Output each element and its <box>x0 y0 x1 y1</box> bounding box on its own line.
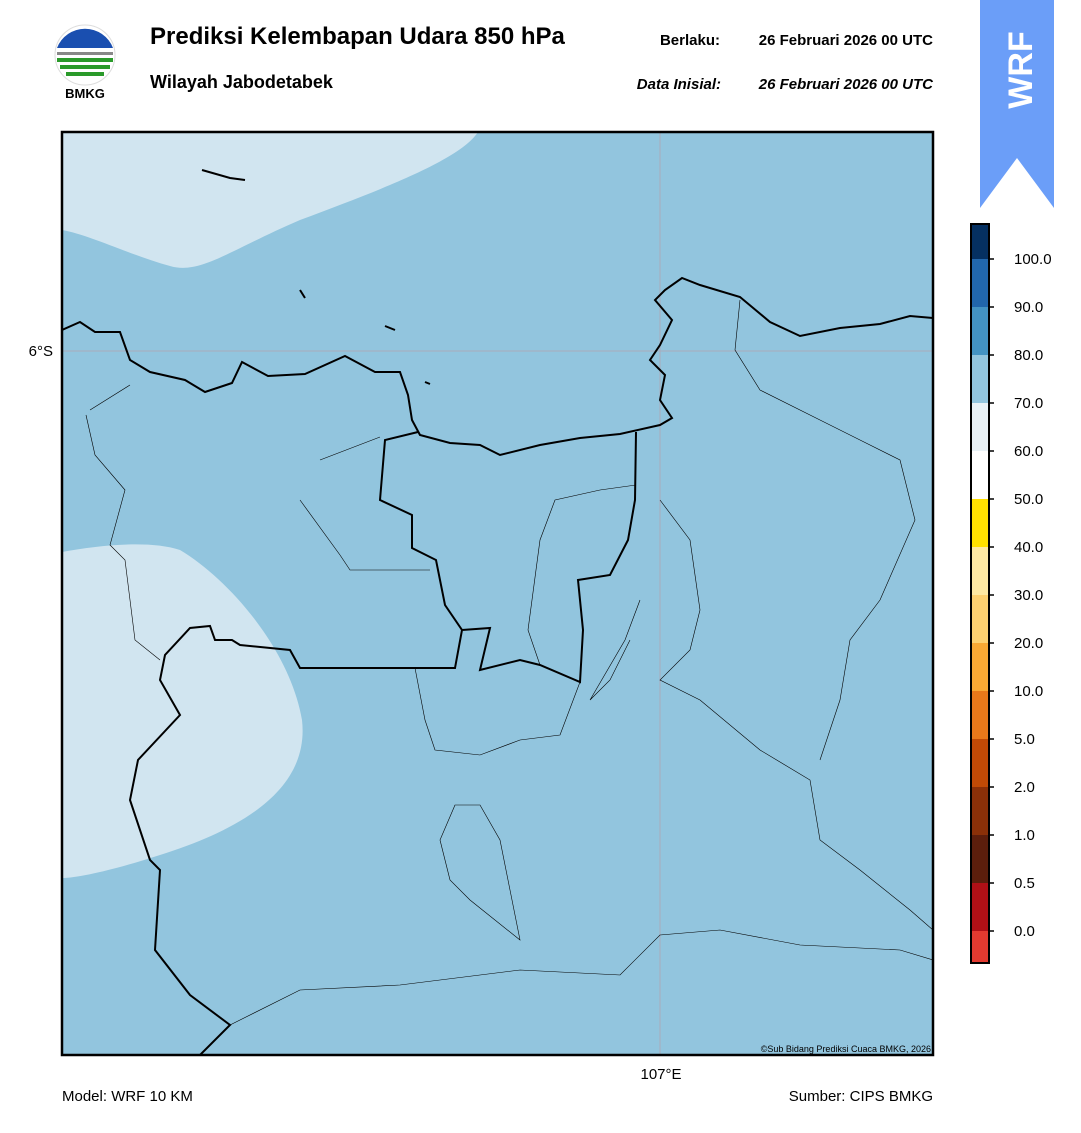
colorbar-segment <box>971 787 989 835</box>
colorbar-segment <box>971 403 989 451</box>
valid-label: Berlaku: <box>660 32 720 49</box>
colorbar-segment <box>971 643 989 691</box>
colorbar-segment <box>971 355 989 403</box>
credit: ©Sub Bidang Prediksi Cuaca BMKG, 2026 <box>761 1044 931 1054</box>
colorbar-label: 20.0 <box>1014 635 1043 652</box>
colorbar-segment <box>971 224 989 259</box>
colorbar-label: 100.0 <box>1014 251 1052 268</box>
badge-text: WRF <box>1002 31 1040 108</box>
colorbar-label: 1.0 <box>1014 827 1035 844</box>
colorbar-label: 0.5 <box>1014 875 1035 892</box>
colorbar-segment <box>971 259 989 307</box>
model: Model: WRF 10 KM <box>62 1088 193 1105</box>
title: Prediksi Kelembapan Udara 850 hPa <box>150 23 566 50</box>
subtitle: Wilayah Jabodetabek <box>150 72 334 92</box>
logo: BMKG <box>54 24 116 101</box>
init-time: 26 Februari 2026 00 UTC <box>758 76 934 93</box>
colorbar-segment <box>971 739 989 787</box>
source: Sumber: CIPS BMKG <box>789 1088 933 1105</box>
colorbar-label: 10.0 <box>1014 683 1043 700</box>
colorbar-segment <box>971 835 989 883</box>
colorbar-segment <box>971 931 989 963</box>
colorbar-label: 70.0 <box>1014 395 1043 412</box>
map: ©Sub Bidang Prediksi Cuaca BMKG, 2026 6°… <box>29 130 935 1083</box>
colorbar: 0.0 0.5 1.0 2.0 5.0 10.0 20.0 30.0 40.0 50.0 60.0 7… <box>970 223 1052 964</box>
colorbar-segment <box>971 691 989 739</box>
init-label: Data Inisial: <box>637 76 721 93</box>
valid-time: 26 Februari 2026 00 UTC <box>759 32 933 49</box>
colorbar-label: 80.0 <box>1014 347 1043 364</box>
colorbar-segment <box>971 451 989 499</box>
lat-label: 6°S <box>29 343 53 360</box>
colorbar-label: 30.0 <box>1014 587 1043 604</box>
lon-label: 107°E <box>640 1066 681 1083</box>
badge: WRF <box>980 0 1054 208</box>
colorbar-label: 50.0 <box>1014 491 1043 508</box>
colorbar-label: 5.0 <box>1014 731 1035 748</box>
colorbar-frame <box>970 223 990 964</box>
colorbar-segment <box>971 547 989 595</box>
logo-text: BMKG <box>65 86 105 101</box>
colorbar-segment <box>971 595 989 643</box>
colorbar-label: 40.0 <box>1014 539 1043 556</box>
colorbar-segment <box>971 499 989 547</box>
colorbar-label: 90.0 <box>1014 299 1043 316</box>
colorbar-label: 2.0 <box>1014 779 1035 796</box>
colorbar-segment <box>971 883 989 931</box>
colorbar-label: 0.0 <box>1014 923 1035 940</box>
colorbar-label: 60.0 <box>1014 443 1043 460</box>
colorbar-segment <box>971 307 989 355</box>
